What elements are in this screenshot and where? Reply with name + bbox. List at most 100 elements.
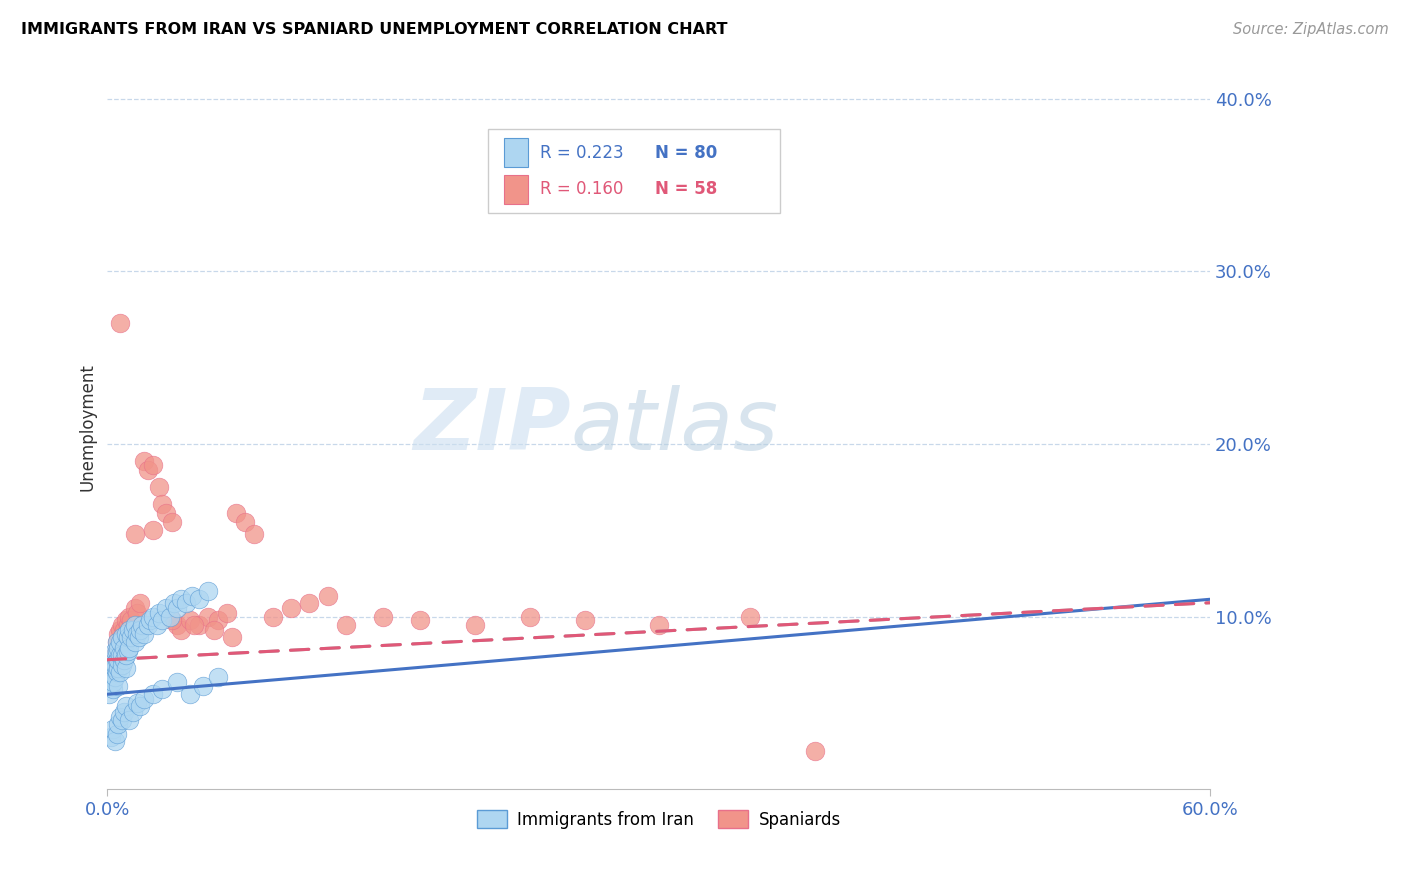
Point [740,609,762,624]
FancyBboxPatch shape [488,129,780,212]
Text: atlas: atlas [571,385,779,468]
Point [107,716,129,731]
Point [104,648,127,662]
Point [110,709,132,723]
Point [142,523,165,537]
Point [803,744,825,758]
Point [110,635,132,649]
Point [114,627,136,641]
Point [100,657,122,672]
Point [170,624,193,638]
Point [125,606,148,620]
Point [155,601,177,615]
Point [136,618,159,632]
Point [107,640,129,655]
Point [105,727,128,741]
Point [100,731,122,745]
Point [176,596,198,610]
Point [129,699,152,714]
Point [101,661,124,675]
Point [233,515,256,529]
Point [120,630,142,644]
Point [197,583,219,598]
Point [112,653,135,667]
Point [162,596,184,610]
Point [166,601,188,615]
Point [129,624,152,638]
Point [574,613,596,627]
Point [134,627,156,641]
Point [114,661,136,675]
Point [183,618,205,632]
Point [280,601,302,615]
Point [124,601,146,615]
Point [112,705,135,719]
Point [152,613,174,627]
Point [128,630,150,644]
Point [243,526,266,541]
Text: ZIP: ZIP [413,385,571,468]
Point [152,497,174,511]
Point [138,613,160,627]
Point [125,696,148,710]
Point [105,644,128,658]
Point [180,589,202,603]
Point [371,609,394,624]
Point [117,618,139,632]
Point [197,609,219,624]
Point [188,618,211,632]
Text: N = 58: N = 58 [655,180,717,198]
Point [110,635,132,649]
Point [104,661,127,675]
Point [111,713,134,727]
Point [134,454,156,468]
Point [160,515,183,529]
Point [105,644,128,658]
Point [118,640,141,655]
Point [101,653,124,667]
Legend: Immigrants from Iran, Spaniards: Immigrants from Iran, Spaniards [470,804,848,835]
Text: R = 0.160: R = 0.160 [540,180,623,198]
Text: N = 80: N = 80 [655,144,717,161]
Point [125,627,148,641]
Point [107,640,129,655]
Point [166,618,188,632]
Point [519,609,541,624]
Point [129,596,152,610]
Point [107,627,129,641]
Point [122,705,145,719]
Point [101,675,124,690]
Point [225,506,247,520]
Point [155,506,177,520]
Point [152,682,174,697]
Point [110,665,132,679]
Point [207,613,229,627]
Point [647,618,669,632]
Point [221,630,243,644]
Y-axis label: Unemployment: Unemployment [79,363,96,491]
Point [207,670,229,684]
Point [316,589,339,603]
Point [110,624,132,638]
FancyBboxPatch shape [505,138,529,167]
Text: R = 0.223: R = 0.223 [540,144,623,161]
Point [159,609,181,624]
Point [262,609,284,624]
Point [118,713,141,727]
Point [202,624,225,638]
Point [215,606,238,620]
Point [101,682,124,697]
Point [104,670,127,684]
Point [148,606,170,620]
Point [105,635,128,649]
Point [105,653,128,667]
Point [191,679,214,693]
Point [111,630,134,644]
Point [100,665,122,679]
Point [100,657,122,672]
Point [179,687,201,701]
Point [409,613,432,627]
Point [107,679,129,693]
Point [131,618,153,632]
Point [298,596,321,610]
